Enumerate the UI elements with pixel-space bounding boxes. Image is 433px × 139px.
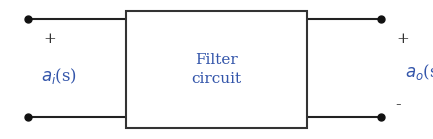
Text: Filter
circuit: Filter circuit <box>191 53 242 86</box>
Text: -: - <box>395 96 401 113</box>
Text: $a_i\mathregular{(s)}$: $a_i\mathregular{(s)}$ <box>41 66 77 86</box>
Text: +: + <box>396 32 409 46</box>
Text: +: + <box>43 32 56 46</box>
Bar <box>126 11 307 128</box>
Text: $a_o\mathregular{(s)}$: $a_o\mathregular{(s)}$ <box>405 62 433 82</box>
